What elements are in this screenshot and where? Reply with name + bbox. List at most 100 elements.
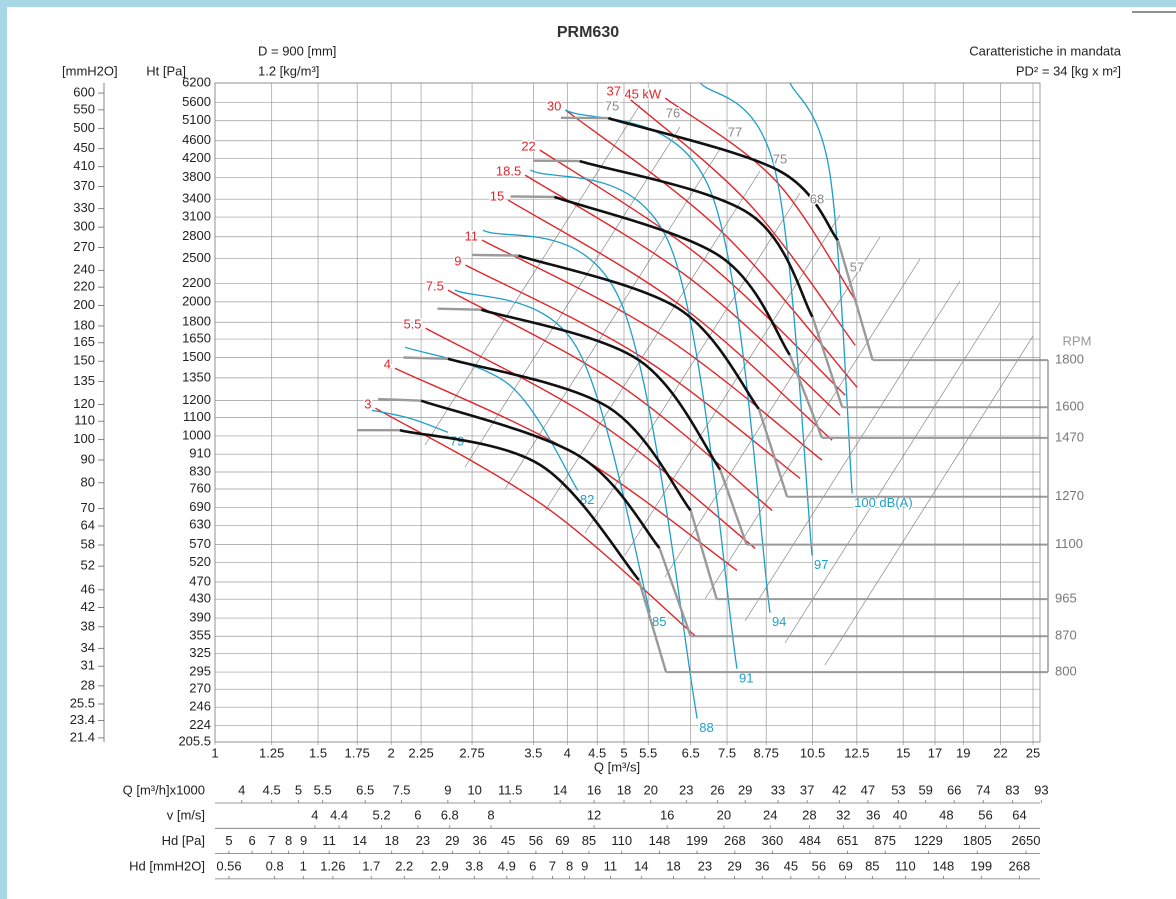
rpm-curve-start [437,307,482,311]
y2-tick-label: 600 [73,84,95,99]
y-tick-label: 2000 [182,293,211,308]
scale-tick-label: 36 [866,808,880,823]
power-curve [507,199,833,441]
y2-tick-label: 330 [73,200,95,215]
y-tick-label: 390 [189,610,211,625]
scale-tick-label: 69 [838,858,852,873]
system-line [424,104,641,446]
noise-label: 94 [772,614,786,629]
rpm-curve-start [510,195,555,199]
scale-tick-label: 8 [566,858,573,873]
scale-tick-label: 83 [1005,782,1019,797]
x-tick-label: 6.5 [682,745,700,760]
power-curve [624,94,856,346]
efficiency-label: 57 [850,259,864,274]
scale-tick-label: 1 [300,858,307,873]
x-tick-label: 7.5 [718,745,736,760]
scale-tick-label: 2.2 [395,858,413,873]
scale-tick-label: 2.9 [431,858,449,873]
rpm-curve [579,159,814,318]
noise-curve [454,289,651,613]
scale-tick-label: 199 [970,858,992,873]
y-tick-label: 2800 [182,228,211,243]
rpm-value-label: 1100 [1055,536,1083,551]
rpm-curve-start [472,253,519,257]
system-line [584,192,801,534]
system-line [704,258,921,600]
y2-tick-label: 135 [73,373,95,388]
scale-tick-label: 42 [832,782,846,797]
y2-tick-label: 25.5 [70,695,95,710]
y2-tick-label: 550 [73,101,95,116]
power-label: 4 [384,357,391,372]
rpm-curve [399,428,640,581]
noise-curve [371,409,449,433]
y-tick-label: 3400 [182,191,211,206]
system-line [664,236,881,578]
y-tick-label: 1100 [183,409,211,424]
efficiency-label: 77 [728,124,742,139]
rpm-value-label: 1270 [1055,488,1084,503]
rpm-curve-tail [689,510,718,600]
scale-tick-label: 9 [444,782,451,797]
x-tick-label: 22 [993,745,1007,760]
y-tick-label: 570 [189,536,211,551]
scale-tick-label: 4.4 [330,808,348,823]
x-tick-label: 2.75 [459,745,484,760]
scale-tick-label: 64 [1012,808,1026,823]
scale-tick-label: 6 [414,808,421,823]
scale-tick-label: 59 [918,782,932,797]
noise-label: 91 [739,670,753,685]
efficiency-label: 75 [773,151,787,166]
y2-tick-label: 240 [73,262,95,277]
scale-tick-label: 16 [587,782,601,797]
scale-label: Hd [Pa] [162,833,205,848]
x-tick-label: 1 [211,745,218,760]
scale-tick-label: 40 [893,808,907,823]
x-tick-label: 1.75 [345,745,370,760]
system-line [544,170,761,512]
scale-tick-label: 5 [295,782,302,797]
y-tick-label: 355 [189,628,211,643]
y2-tick-label: 21.4 [70,729,95,744]
y2-tick-label: 34 [81,640,95,655]
scale-label: Q [m³/h]x1000 [123,782,205,797]
scale-tick-label: 66 [947,782,961,797]
scale-tick-label: 20 [644,782,658,797]
y2-tick-label: 450 [73,140,95,155]
scale-tick-label: 23 [416,833,430,848]
y2-tick-label: 180 [73,317,95,332]
x-tick-label: 19 [956,745,970,760]
note: PD² = 34 [kg x m²] [1016,63,1121,78]
scale-tick-label: 23 [698,858,712,873]
rpm-value-label: 1600 [1055,399,1084,414]
x-tick-label: 15 [896,745,910,760]
y2-tick-label: 90 [81,451,95,466]
rpm-curve-tail [637,579,668,673]
scale-tick-label: 2650 [1012,833,1041,848]
rpm-curve-tail [788,354,824,439]
rpm-value-label: 800 [1055,664,1077,679]
y2-tick-label: 38 [81,618,95,633]
rpm-value-label: 870 [1055,628,1077,643]
x-tick-label: 10.5 [800,745,825,760]
scale-tick-label: 4 [311,808,318,823]
scale-tick-label: 875 [874,833,896,848]
scale-tick-label: 9 [581,858,588,873]
scale-tick-label: 0.8 [266,858,284,873]
scale-tick-label: 148 [649,833,671,848]
y2-tick-label: 410 [73,158,95,173]
power-label: 18.5 [496,164,521,179]
scale-tick-label: 56 [812,858,826,873]
scale-tick-label: 56 [978,808,992,823]
x-tick-label: 5.5 [639,745,657,760]
scale-tick-label: 11.5 [498,782,522,797]
scale-tick-label: 18 [617,782,631,797]
noise-curve [699,82,813,556]
power-curve [465,264,801,479]
power-label: 7.5 [426,279,444,294]
rpm-curve [420,399,661,549]
y-tick-label: 1200 [182,392,211,407]
scale-tick-label: 8 [285,833,292,848]
